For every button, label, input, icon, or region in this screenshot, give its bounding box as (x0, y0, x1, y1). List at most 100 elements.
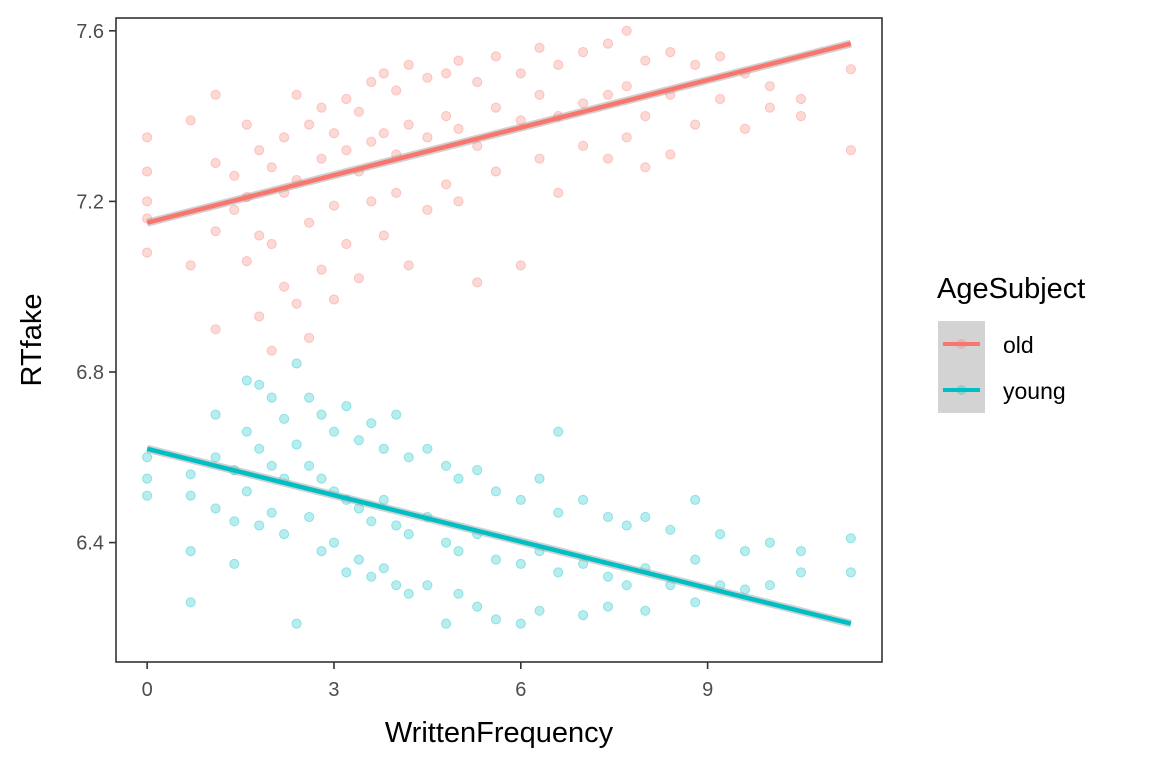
data-point (453, 196, 464, 207)
data-point (422, 580, 433, 591)
data-point (142, 166, 153, 177)
data-point (534, 89, 545, 100)
data-point (279, 132, 290, 143)
data-point (515, 260, 526, 271)
data-point (328, 426, 340, 437)
data-point (441, 68, 452, 79)
data-point (291, 618, 302, 629)
data-point (764, 537, 776, 548)
data-point (391, 187, 402, 198)
legend-point-young (956, 385, 967, 395)
data-point (690, 59, 701, 71)
data-point (366, 76, 377, 88)
fit-line-young (146, 446, 852, 626)
data-point (391, 520, 402, 531)
data-point (316, 102, 327, 113)
data-point (515, 618, 526, 629)
data-point (422, 72, 433, 83)
data-point (472, 140, 483, 151)
data-point (304, 392, 315, 403)
data-point (490, 486, 501, 497)
data-point (515, 115, 526, 126)
data-point (640, 111, 651, 122)
x-axis-title: WrittenFrequency (385, 717, 614, 749)
x-tick-label: 9 (702, 679, 713, 701)
data-point (665, 149, 676, 160)
data-point (795, 111, 807, 122)
legend-title: AgeSubject (937, 273, 1085, 305)
data-point (690, 597, 701, 608)
data-point (602, 511, 614, 523)
data-point (534, 153, 545, 164)
data-point (403, 119, 414, 130)
data-point (621, 81, 632, 92)
data-point (341, 401, 352, 412)
data-point (845, 567, 857, 578)
data-point (472, 601, 483, 612)
legend-item-old: old (938, 321, 1034, 367)
data-point (304, 119, 315, 130)
data-point (845, 145, 857, 156)
data-point (665, 524, 676, 535)
data-point (845, 64, 857, 75)
data-point (341, 567, 352, 578)
data-point (254, 230, 265, 241)
data-point (142, 452, 153, 463)
x-tick-label: 3 (328, 679, 339, 701)
data-point (621, 520, 632, 531)
data-point (403, 260, 414, 271)
data-point (422, 443, 433, 454)
data-point (210, 89, 221, 100)
data-point (291, 298, 302, 309)
data-point (266, 507, 277, 518)
data-point (453, 55, 464, 66)
data-point (241, 426, 252, 437)
data-point (441, 618, 452, 629)
data-point (185, 490, 196, 501)
data-point (185, 469, 196, 480)
data-point (422, 204, 433, 215)
legend-label-old: old (1003, 332, 1034, 358)
data-point (291, 89, 302, 100)
y-tick-label: 6.8 (76, 362, 104, 384)
data-point (210, 324, 221, 335)
data-point (490, 554, 501, 565)
data-point (665, 47, 676, 58)
data-point (453, 473, 464, 484)
data-point (142, 247, 153, 258)
data-point (441, 111, 452, 122)
legend-item-young: young (938, 367, 1066, 413)
y-axis-title: RTfake (16, 294, 48, 387)
data-point (341, 145, 352, 156)
data-point (578, 610, 589, 621)
data-point (378, 128, 389, 139)
data-point (341, 238, 352, 250)
data-point (621, 580, 632, 591)
x-tick-label: 6 (515, 679, 526, 701)
data-point (795, 546, 807, 557)
data-point (185, 546, 196, 557)
data-point (353, 503, 364, 514)
plot-panel (115, 17, 883, 663)
data-point (578, 140, 589, 151)
data-point (490, 614, 501, 625)
data-point (690, 554, 701, 565)
data-point (391, 85, 402, 96)
data-point (210, 503, 221, 514)
data-point (328, 200, 340, 211)
data-point (534, 605, 545, 616)
data-point (366, 516, 377, 527)
data-point (640, 162, 651, 173)
legend-label-young: young (1003, 378, 1066, 404)
data-point (515, 494, 526, 505)
data-point (553, 567, 564, 578)
data-point (441, 179, 452, 190)
data-point (534, 473, 545, 484)
data-point (254, 520, 265, 531)
data-point (254, 145, 265, 156)
data-point (366, 196, 377, 207)
data-point (764, 81, 776, 92)
data-point (602, 38, 614, 49)
data-point (515, 68, 526, 79)
data-point (602, 89, 614, 100)
